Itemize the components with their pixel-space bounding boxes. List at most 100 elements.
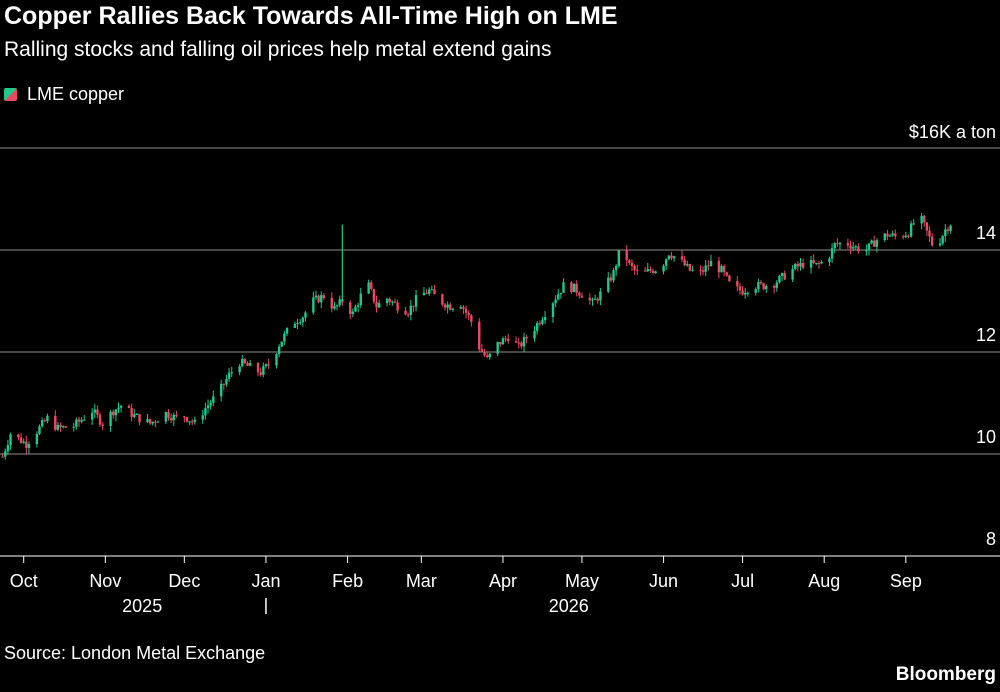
candle-body — [865, 250, 868, 252]
candle-body — [736, 281, 739, 287]
candle-body — [9, 434, 12, 446]
chart-title: Copper Rallies Back Towards All-Time Hig… — [4, 2, 618, 30]
candle-body — [499, 341, 502, 345]
candle-body — [570, 282, 573, 293]
candle-body — [201, 415, 204, 420]
candle-body — [483, 351, 486, 356]
candle-body — [854, 246, 858, 248]
candle-body — [815, 262, 818, 264]
candle-body — [267, 364, 270, 366]
candle-body — [599, 291, 602, 301]
candles — [1, 212, 952, 460]
candle-body — [304, 312, 307, 318]
candle-body — [812, 260, 815, 264]
candle-body — [146, 419, 149, 423]
candle-body — [25, 441, 28, 448]
candle-body — [80, 419, 83, 422]
candle-body — [225, 378, 228, 385]
candle-body — [799, 262, 802, 267]
candle-body — [209, 402, 212, 406]
candle-body — [96, 409, 99, 415]
candle-body — [643, 270, 647, 272]
candle-body — [317, 295, 320, 303]
chart-subtitle: Ralling stocks and falling oil prices he… — [4, 38, 552, 61]
candle-body — [349, 302, 352, 315]
candle-body — [741, 290, 744, 295]
candle-body — [75, 419, 78, 427]
candle-body — [930, 236, 934, 246]
candle-body — [609, 277, 613, 281]
candle-body — [425, 292, 428, 294]
candle-body — [504, 338, 507, 340]
candle-body — [849, 245, 852, 249]
candle-body — [56, 424, 60, 430]
candle-body — [470, 315, 473, 322]
candle-body — [167, 412, 170, 419]
candle-body — [175, 414, 178, 417]
candle-body — [1, 456, 4, 458]
candle-body — [449, 304, 452, 310]
candle-body — [443, 304, 447, 308]
candle-body — [264, 364, 268, 367]
candle-body — [98, 414, 102, 425]
candle-body — [762, 283, 765, 290]
candle-body — [451, 308, 455, 310]
candle-body — [765, 285, 768, 290]
candle-body — [780, 273, 784, 276]
candle-body — [83, 419, 86, 421]
candle-body — [809, 260, 813, 268]
candle-body — [169, 418, 173, 421]
candle-body — [114, 409, 118, 416]
candle-body — [377, 303, 381, 308]
candle-body — [949, 225, 952, 231]
candle-body — [772, 285, 776, 288]
candle-body — [651, 270, 655, 273]
x-tick-label-oct: Oct — [10, 571, 38, 591]
candle-body — [791, 269, 794, 280]
candle-body — [554, 299, 557, 304]
candle-body — [19, 437, 23, 443]
candle-body — [259, 372, 262, 375]
candle-body — [322, 295, 326, 298]
candle-body — [227, 372, 231, 379]
candle-body — [902, 236, 905, 238]
candle-body — [241, 358, 244, 367]
candle-body — [794, 263, 797, 270]
candle-body — [867, 243, 871, 251]
candle-body — [596, 298, 599, 301]
y-tick-label-16: $16K a ton — [909, 122, 996, 142]
candle-body — [683, 259, 686, 266]
candle-body — [688, 264, 692, 271]
candle-body — [923, 215, 926, 223]
candle-body — [707, 265, 710, 267]
candle-body — [285, 327, 289, 334]
candle-body — [928, 230, 931, 237]
candle-body — [817, 262, 821, 264]
candle-body — [894, 233, 897, 237]
candle-body — [351, 311, 355, 315]
candle-body — [488, 353, 491, 358]
candle-body — [593, 298, 597, 300]
candle-body — [625, 250, 628, 261]
candle-body — [238, 366, 241, 373]
candle-body — [665, 259, 668, 266]
candle-body — [670, 255, 673, 259]
candle-body — [722, 265, 726, 273]
candle-body — [359, 293, 362, 306]
candle-body — [828, 258, 831, 263]
candle-body — [212, 396, 215, 403]
x-tick-label-nov: Nov — [89, 571, 121, 591]
candle-body — [543, 317, 547, 321]
candle-body — [409, 305, 412, 315]
candle-body — [156, 421, 160, 423]
candle-body — [757, 282, 760, 290]
candle-body — [478, 321, 481, 350]
candle-body — [61, 426, 65, 428]
candle-body — [617, 250, 621, 266]
candle-body — [38, 426, 41, 434]
candle-body — [330, 297, 333, 309]
candle-body — [875, 240, 879, 247]
candle-body — [754, 289, 757, 293]
candle-body — [262, 366, 265, 375]
candle-body — [517, 342, 520, 344]
